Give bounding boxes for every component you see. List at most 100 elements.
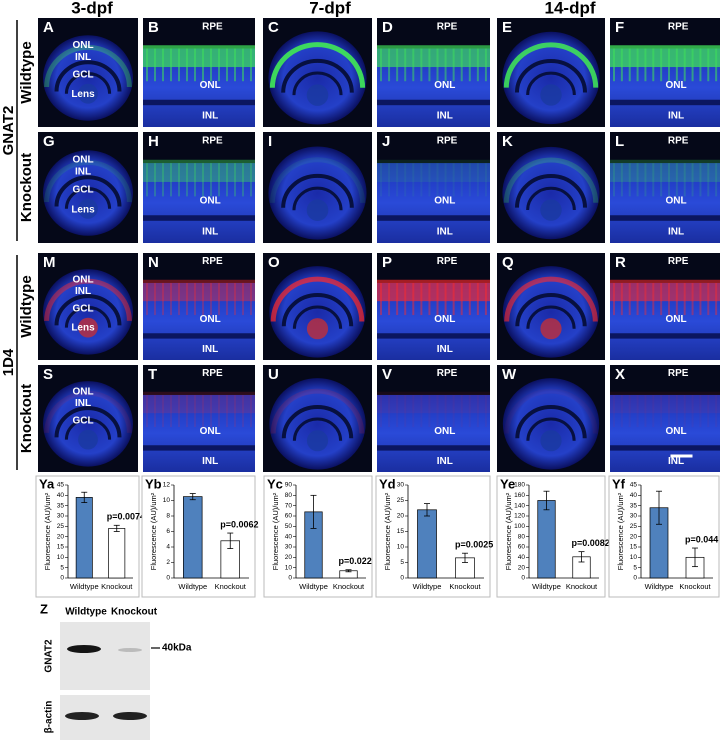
panel-letter: W	[502, 366, 517, 383]
tissue-label: Lens	[71, 89, 95, 100]
stain-band	[377, 279, 490, 302]
y-tick-label: 40	[518, 554, 526, 561]
y-tick-label: 20	[285, 554, 293, 561]
tissue-label: Lens	[71, 323, 95, 334]
tissue-label: INL	[75, 398, 91, 409]
eye	[43, 35, 133, 121]
x-tick-label: Wildtype	[178, 582, 207, 591]
tissue-label: ONL	[434, 195, 455, 206]
band	[113, 712, 147, 720]
tissue-label: INL	[668, 456, 684, 467]
y-tick-label: 30	[57, 513, 65, 520]
y-tick-label: 30	[630, 513, 638, 520]
band	[65, 712, 99, 720]
tissue-label: RPE	[668, 21, 689, 32]
stain-band	[377, 159, 490, 182]
plexiform-layer	[514, 58, 588, 93]
plexiform-layer	[64, 187, 112, 209]
tissue-label: RPE	[202, 368, 223, 379]
stain-ring	[269, 42, 366, 88]
y-tick-label: 0	[288, 575, 292, 582]
stain-ring	[503, 157, 599, 203]
retina	[610, 163, 720, 243]
panel-letter: F	[615, 19, 624, 36]
y-tick-label: 90	[285, 482, 293, 489]
blot-panel-label: Z	[40, 601, 48, 616]
tissue-label: RPE	[668, 256, 689, 267]
tissue-label: INL	[202, 344, 218, 355]
stain-ring	[504, 388, 598, 434]
panel-letter: B	[148, 19, 159, 36]
y-axis-label: Fluorescence (AU)/um²	[616, 492, 625, 570]
y-tick-label: 10	[397, 544, 405, 551]
tissue-label: ONL	[200, 426, 221, 437]
tissue-label: ONL	[434, 314, 455, 325]
panel-letter: H	[148, 133, 159, 150]
y-tick-label: 40	[285, 533, 293, 540]
eye	[502, 31, 600, 125]
tissue-label: GCL	[72, 303, 93, 314]
lens	[78, 83, 98, 104]
tissue-label: ONL	[665, 80, 686, 91]
panel-letter: O	[268, 254, 280, 271]
band	[67, 645, 101, 653]
tissue-label: ONL	[72, 154, 93, 165]
tissue-label: INL	[75, 167, 91, 178]
y-tick-label: 35	[57, 502, 65, 509]
panel-letter: D	[382, 19, 393, 36]
panel-letter: C	[268, 19, 279, 36]
lane-label: Knockout	[111, 607, 158, 618]
y-tick-label: 10	[57, 554, 65, 561]
blot-row-label: GNAT2	[44, 639, 55, 673]
eye	[502, 378, 600, 470]
stain-ring	[270, 388, 365, 434]
marker-label: 40kDa	[162, 643, 192, 654]
retina	[610, 394, 720, 472]
stain-band	[143, 45, 255, 68]
y-tick-label: 180	[514, 482, 525, 489]
plexiform-layer	[610, 215, 720, 221]
tissue-label: RPE	[437, 368, 458, 379]
x-tick-label: Knockout	[215, 582, 247, 591]
y-tick-label: 60	[285, 513, 293, 520]
plexiform-layer	[526, 417, 576, 441]
tissue-label: ONL	[434, 80, 455, 91]
eye	[268, 146, 367, 240]
y-tick-label: 100	[514, 523, 525, 530]
x-tick-label: Wildtype	[532, 582, 561, 591]
y-tick-label: 20	[630, 533, 638, 540]
row-label: Wildtype	[18, 275, 35, 337]
tissue-label: ONL	[72, 274, 93, 285]
plexiform-layer	[64, 417, 112, 440]
y-axis-label: Fluorescence (AU)/um²	[504, 492, 513, 570]
eye	[502, 266, 600, 358]
chart-panel-label: Ya	[39, 476, 55, 491]
panel-letter: E	[502, 19, 512, 36]
lens	[78, 429, 98, 450]
x-tick-label: Wildtype	[645, 582, 674, 591]
plexiform-layer	[143, 99, 255, 106]
y-axis-label: Fluorescence (AU)/um²	[383, 492, 392, 570]
y-tick-label: 30	[285, 544, 293, 551]
tissue-label: RPE	[668, 136, 689, 147]
row-label: Wildtype	[18, 41, 35, 103]
chart-panel-label: Yb	[145, 476, 162, 491]
panel-letter: U	[268, 366, 279, 383]
panel-letter: L	[615, 133, 624, 150]
y-tick-label: 40	[630, 492, 638, 499]
y-tick-label: 8	[166, 513, 170, 520]
lens	[78, 198, 98, 219]
plexiform-layer	[292, 305, 343, 329]
lens	[306, 430, 329, 452]
lens	[540, 318, 562, 340]
y-tick-label: 25	[57, 523, 65, 530]
y-tick-label: 30	[397, 482, 405, 489]
x-tick-label: Knockout	[566, 582, 598, 591]
y-tick-label: 45	[630, 482, 638, 489]
y-tick-label: 2	[166, 559, 170, 566]
tissue-label: GCL	[72, 415, 93, 426]
plexiform-layer	[292, 186, 343, 211]
stain-ring	[44, 44, 132, 87]
tissue-label: RPE	[437, 136, 458, 147]
stain-band	[143, 391, 255, 414]
